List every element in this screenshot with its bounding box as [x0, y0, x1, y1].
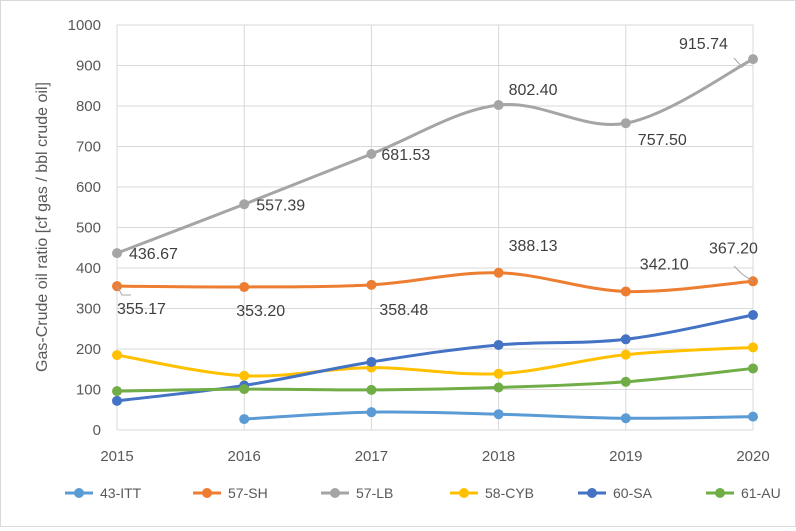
series-line-58-CYB	[115, 345, 755, 378]
legend-swatch-marker	[587, 488, 597, 498]
legend-item-label: 57-LB	[356, 485, 393, 501]
data-label-57-LB: 557.39	[256, 197, 305, 214]
series-line-60-SA	[115, 313, 755, 403]
data-point-60-SA	[112, 395, 122, 406]
data-point-61-AU	[366, 384, 377, 395]
legend-item-label: 43-ITT	[100, 485, 142, 501]
data-point-61-AU	[112, 386, 122, 397]
data-point-57-SH	[239, 281, 250, 292]
y-tick-label: 200	[76, 341, 101, 358]
data-point-57-SH	[620, 286, 631, 297]
x-tick-label: 2017	[355, 448, 388, 465]
data-label-57-SH: 358.48	[379, 302, 428, 319]
data-point-57-LB	[112, 248, 122, 259]
data-point-43-ITT	[493, 409, 504, 420]
data-point-43-ITT	[239, 414, 250, 425]
data-label-57-LB: 681.53	[381, 147, 430, 164]
data-label-57-SH: 388.13	[509, 238, 558, 255]
legend-item-label: 58-CYB	[485, 485, 534, 501]
legend-item-label: 57-SH	[228, 485, 268, 501]
y-tick-label: 900	[76, 58, 101, 75]
data-label-57-SH: 353.20	[236, 303, 285, 320]
x-tick-label: 2015	[100, 448, 133, 465]
data-label-57-SH: 367.20	[709, 240, 758, 257]
data-point-43-ITT	[748, 411, 758, 422]
y-tick-label: 1000	[68, 17, 101, 34]
data-label-57-LB: 436.67	[129, 246, 178, 263]
data-label-57-LB: 915.74	[679, 36, 728, 53]
legend-swatch-marker	[330, 488, 340, 498]
legend-item-label: 61-AU	[741, 485, 781, 501]
y-tick-label: 600	[76, 179, 101, 196]
data-point-57-LB	[239, 199, 250, 210]
x-tick-label: 2020	[736, 448, 769, 465]
y-tick-label: 300	[76, 301, 101, 318]
data-point-58-CYB	[112, 350, 122, 361]
data-label-57-SH: 355.17	[117, 301, 166, 318]
y-tick-label: 500	[76, 220, 101, 237]
data-point-60-SA	[366, 356, 377, 367]
data-point-58-CYB	[493, 368, 504, 379]
data-point-61-AU	[620, 376, 631, 387]
x-tick-label: 2019	[609, 448, 642, 465]
series-line-57-LB	[115, 57, 755, 255]
series-line-61-AU	[115, 366, 755, 393]
data-point-61-AU	[748, 363, 758, 374]
legend-swatch-marker	[715, 488, 725, 498]
data-point-43-ITT	[620, 413, 631, 424]
x-tick-label: 2018	[482, 448, 515, 465]
legend-swatch-marker	[459, 488, 469, 498]
data-point-57-SH	[493, 267, 504, 278]
data-label-57-LB: 802.40	[509, 82, 558, 99]
leader-line	[733, 265, 754, 282]
data-point-61-AU	[493, 382, 504, 393]
leader-line	[116, 284, 131, 296]
leader-line	[733, 57, 754, 68]
series-line-57-SH	[115, 271, 755, 294]
x-tick-label: 2016	[228, 448, 261, 465]
data-point-58-CYB	[239, 370, 250, 381]
data-point-57-LB	[366, 148, 377, 159]
data-point-61-AU	[239, 384, 250, 395]
y-tick-label: 700	[76, 139, 101, 156]
data-point-60-SA	[748, 309, 758, 320]
data-point-57-LB	[620, 118, 631, 129]
data-point-57-SH	[366, 279, 377, 290]
legend-swatch-marker	[202, 488, 212, 498]
data-label-57-SH: 342.10	[640, 256, 689, 273]
y-tick-label: 800	[76, 98, 101, 115]
data-label-57-LB: 757.50	[638, 132, 687, 149]
data-point-43-ITT	[366, 407, 377, 418]
y-axis-title: Gas-Crude oil ratio [cf gas / bbl crude …	[34, 82, 51, 372]
data-point-60-SA	[620, 334, 631, 345]
y-tick-label: 0	[93, 422, 101, 439]
y-tick-label: 400	[76, 260, 101, 277]
legend-item-label: 60-SA	[613, 485, 653, 501]
legend-swatch-marker	[74, 488, 84, 498]
y-tick-label: 100	[76, 382, 101, 399]
data-point-58-CYB	[620, 349, 631, 360]
data-point-57-LB	[493, 100, 504, 111]
data-point-60-SA	[493, 339, 504, 350]
data-point-58-CYB	[748, 342, 758, 353]
